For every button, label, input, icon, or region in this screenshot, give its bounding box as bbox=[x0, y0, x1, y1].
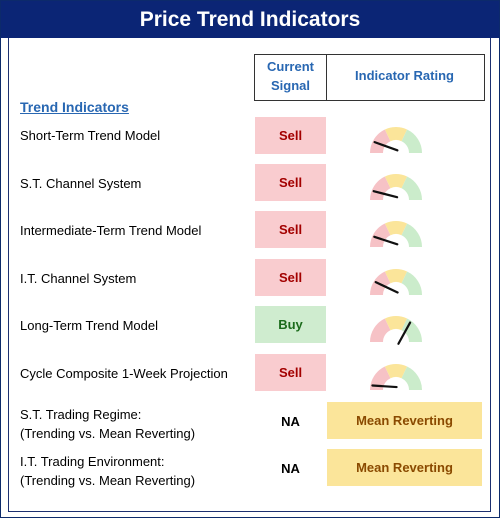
gauge-icon bbox=[370, 221, 422, 247]
header-divider bbox=[326, 54, 327, 101]
indicator-label: Long-Term Trend Model bbox=[20, 318, 159, 333]
regime-label: S.T. Trading Regime: (Trending vs. Mean … bbox=[20, 405, 195, 443]
indicator-label: S.T. Channel System bbox=[20, 176, 142, 191]
panel-title: Price Trend Indicators bbox=[1, 1, 499, 38]
gauge-icon bbox=[370, 316, 422, 345]
regime-label-line1: I.T. Trading Environment: bbox=[20, 454, 165, 469]
regime-signal: NA bbox=[281, 414, 300, 429]
gauge-sell-zone bbox=[370, 223, 391, 247]
indicator-label: I.T. Channel System bbox=[20, 271, 137, 286]
section-trend-indicators: Trend Indicators bbox=[20, 99, 129, 115]
signal-badge: Sell bbox=[255, 117, 326, 154]
gauge-buy-zone bbox=[401, 271, 422, 295]
panel-body bbox=[8, 38, 491, 512]
regime-label: I.T. Trading Environment: (Trending vs. … bbox=[20, 452, 195, 490]
gauge-neutral-zone bbox=[384, 221, 408, 236]
indicator-label: Cycle Composite 1-Week Projection bbox=[20, 366, 228, 381]
header-rating: Indicator Rating bbox=[355, 68, 454, 83]
gauge-needle bbox=[372, 190, 399, 199]
gauge-buy-zone bbox=[401, 223, 422, 247]
indicator-label: Intermediate-Term Trend Model bbox=[20, 223, 202, 238]
gauge-buy-zone bbox=[401, 176, 422, 200]
header-current-line2: Signal bbox=[270, 78, 310, 93]
signal-badge: Sell bbox=[255, 354, 326, 391]
gauge-sell-zone bbox=[370, 129, 391, 153]
regime-label-line2: (Trending vs. Mean Reverting) bbox=[20, 426, 196, 441]
gauge-sell-zone bbox=[370, 176, 391, 200]
regime-label-line1: S.T. Trading Regime: bbox=[20, 407, 142, 422]
signal-badge: Buy bbox=[255, 306, 326, 343]
gauge-icon bbox=[370, 269, 422, 295]
gauge-needle bbox=[374, 281, 399, 294]
header-box bbox=[254, 54, 485, 101]
gauge-needle bbox=[373, 235, 399, 246]
gauge-neutral-zone bbox=[384, 174, 408, 189]
gauge-needle bbox=[397, 321, 412, 345]
signal-badge: Sell bbox=[255, 259, 326, 296]
gauge-sell-zone bbox=[370, 366, 391, 390]
indicator-label: Short-Term Trend Model bbox=[20, 128, 161, 143]
signal-badge: Sell bbox=[255, 211, 326, 248]
gauge-icon bbox=[370, 364, 422, 390]
gauge-neutral-zone bbox=[384, 127, 408, 142]
gauge-needle bbox=[373, 141, 399, 152]
header-current-line1: Current bbox=[267, 59, 314, 74]
regime-signal: NA bbox=[281, 461, 300, 476]
gauge-buy-zone bbox=[401, 318, 422, 342]
gauge-icon bbox=[370, 127, 422, 153]
gauge-sell-zone bbox=[370, 318, 391, 342]
regime-label-line2: (Trending vs. Mean Reverting) bbox=[20, 473, 196, 488]
gauge-buy-zone bbox=[401, 129, 422, 153]
gauge-neutral-zone bbox=[384, 364, 408, 379]
signal-badge: Sell bbox=[255, 164, 326, 201]
regime-rating: Mean Reverting bbox=[327, 449, 482, 486]
gauge-neutral-zone bbox=[384, 316, 408, 331]
gauge-needle bbox=[371, 384, 398, 389]
regime-rating: Mean Reverting bbox=[327, 402, 482, 439]
gauge-buy-zone bbox=[401, 366, 422, 390]
header-current: Current Signal bbox=[255, 59, 326, 93]
gauge-neutral-zone bbox=[384, 269, 408, 284]
gauge-icon bbox=[370, 174, 422, 200]
